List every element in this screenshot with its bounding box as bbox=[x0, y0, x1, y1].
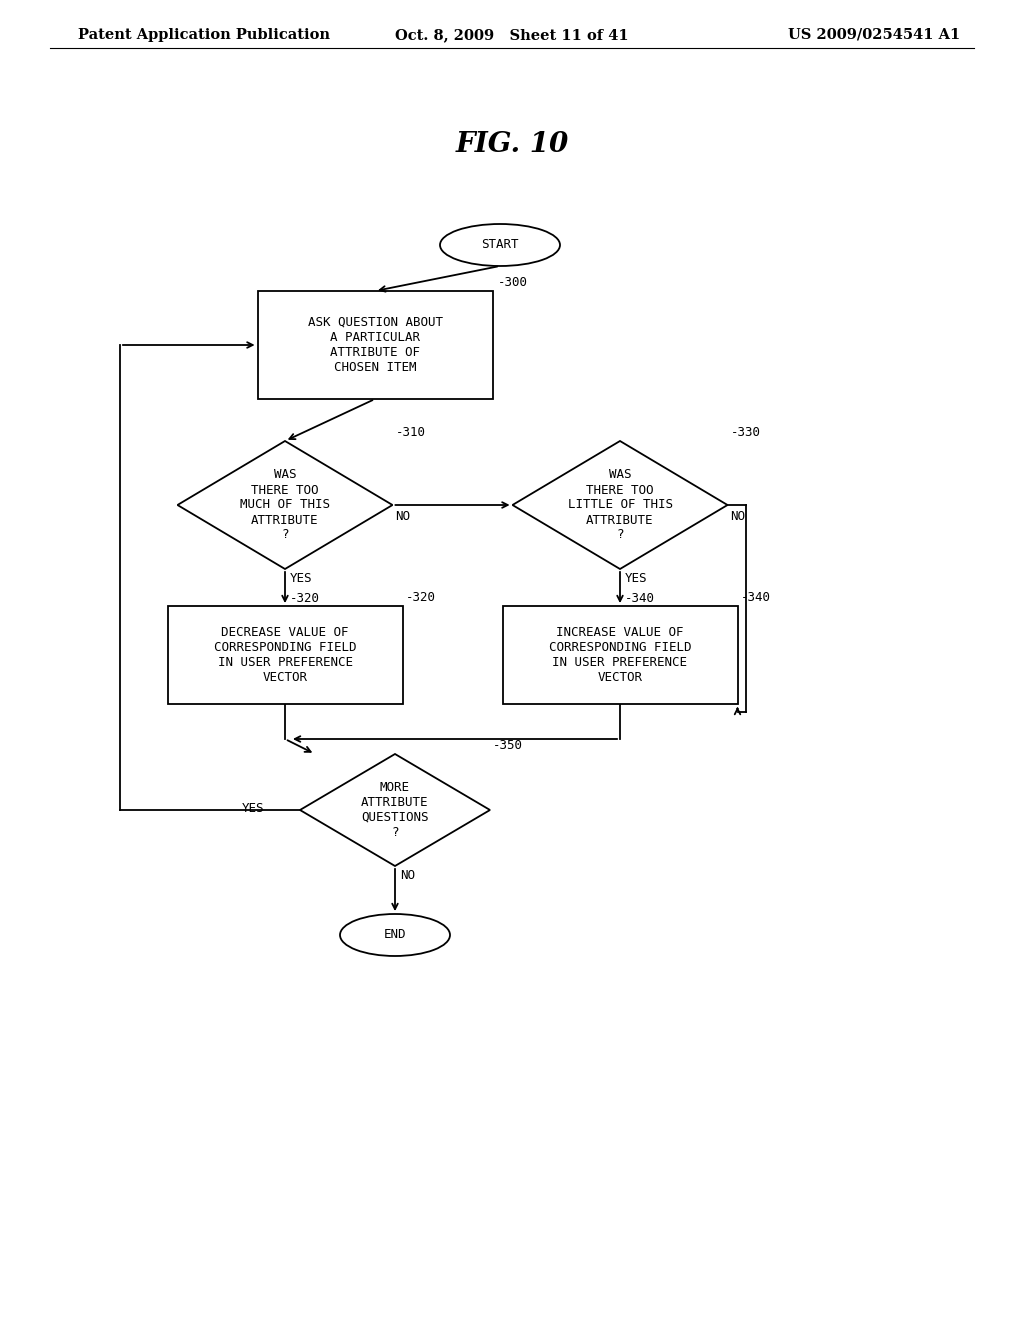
Text: NO: NO bbox=[395, 510, 411, 523]
Text: -340: -340 bbox=[740, 591, 770, 605]
Bar bbox=[503, 606, 737, 704]
Text: START: START bbox=[481, 239, 519, 252]
Bar bbox=[168, 606, 402, 704]
Text: MORE
ATTRIBUTE
QUESTIONS
?: MORE ATTRIBUTE QUESTIONS ? bbox=[361, 781, 429, 840]
Polygon shape bbox=[300, 754, 490, 866]
Text: YES: YES bbox=[625, 572, 647, 585]
Text: Oct. 8, 2009   Sheet 11 of 41: Oct. 8, 2009 Sheet 11 of 41 bbox=[395, 28, 629, 42]
Text: END: END bbox=[384, 928, 407, 941]
Text: WAS
THERE TOO
MUCH OF THIS
ATTRIBUTE
?: WAS THERE TOO MUCH OF THIS ATTRIBUTE ? bbox=[240, 469, 330, 541]
Text: YES: YES bbox=[242, 801, 264, 814]
Text: DECREASE VALUE OF
CORRESPONDING FIELD
IN USER PREFERENCE
VECTOR: DECREASE VALUE OF CORRESPONDING FIELD IN… bbox=[214, 626, 356, 684]
Text: -350: -350 bbox=[493, 739, 523, 752]
Text: NO: NO bbox=[400, 869, 415, 882]
Text: ASK QUESTION ABOUT
A PARTICULAR
ATTRIBUTE OF
CHOSEN ITEM: ASK QUESTION ABOUT A PARTICULAR ATTRIBUT… bbox=[307, 315, 442, 374]
Text: -300: -300 bbox=[498, 276, 527, 289]
Text: -320: -320 bbox=[290, 591, 319, 605]
Text: NO: NO bbox=[730, 510, 745, 523]
Text: -320: -320 bbox=[406, 591, 435, 605]
Polygon shape bbox=[177, 441, 392, 569]
Text: -330: -330 bbox=[730, 426, 761, 440]
Text: YES: YES bbox=[290, 572, 312, 585]
Polygon shape bbox=[512, 441, 727, 569]
Text: Patent Application Publication: Patent Application Publication bbox=[78, 28, 330, 42]
Text: -340: -340 bbox=[625, 591, 655, 605]
Bar bbox=[257, 290, 493, 399]
Text: -310: -310 bbox=[395, 426, 426, 440]
Text: INCREASE VALUE OF
CORRESPONDING FIELD
IN USER PREFERENCE
VECTOR: INCREASE VALUE OF CORRESPONDING FIELD IN… bbox=[549, 626, 691, 684]
Text: US 2009/0254541 A1: US 2009/0254541 A1 bbox=[787, 28, 961, 42]
Text: WAS
THERE TOO
LITTLE OF THIS
ATTRIBUTE
?: WAS THERE TOO LITTLE OF THIS ATTRIBUTE ? bbox=[567, 469, 673, 541]
Text: FIG. 10: FIG. 10 bbox=[456, 132, 568, 158]
